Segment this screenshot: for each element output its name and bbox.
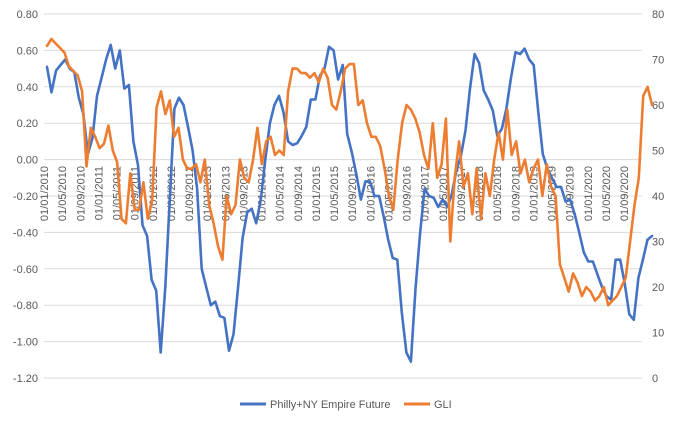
left-axis-tick-label: -1.20 — [13, 373, 38, 385]
x-axis-tick-label: 01/09/2020 — [619, 166, 631, 221]
left-axis-tick-label: 0.00 — [17, 155, 38, 167]
right-axis-tick-label: 60 — [652, 100, 664, 112]
x-axis-ticks: 01/01/2010 01/05/2010 01/09/2010 01/01/2011… — [39, 166, 631, 221]
right-axis-tick-label: 40 — [652, 191, 664, 203]
x-axis-tick-label: 01/01/2016 — [365, 166, 377, 221]
left-axis-tick-label: 0.40 — [17, 82, 38, 94]
left-axis-tick-label: -0.60 — [13, 264, 38, 276]
right-axis-tick-label: 20 — [652, 282, 664, 294]
x-axis-tick-label: 01/05/2015 — [329, 166, 341, 221]
x-axis-tick-label: 01/05/2010 — [57, 166, 69, 221]
x-axis-tick-label: 01/09/2010 — [75, 166, 87, 221]
x-axis-tick-label: 01/01/2010 — [39, 166, 51, 221]
x-axis-tick-label: 01/09/2012 — [184, 166, 196, 221]
left-axis-tick-label: -1.00 — [13, 337, 38, 349]
x-axis-tick-label: 01/05/2018 — [492, 166, 504, 221]
left-axis-tick-label: -0.80 — [13, 300, 38, 312]
legend: Philly+NY Empire Future GLI — [240, 399, 452, 411]
left-axis-tick-label: -0.20 — [13, 191, 38, 203]
left-axis-tick-label: 0.20 — [17, 118, 38, 130]
legend-label-philly-ny: Philly+NY Empire Future — [270, 399, 391, 411]
x-axis-tick-label: 01/01/2020 — [583, 166, 595, 221]
x-axis-tick-label: 01/05/2014 — [275, 166, 287, 221]
x-axis-tick-label: 01/09/2016 — [402, 166, 414, 221]
right-axis-tick-label: 70 — [652, 55, 664, 67]
left-axis-tick-label: -0.40 — [13, 227, 38, 239]
series-line-philly-ny-empire — [45, 43, 654, 363]
left-axis-tick-label: 0.80 — [17, 9, 38, 21]
x-axis-tick-label: 01/01/2015 — [311, 166, 323, 221]
x-axis-tick-label: 01/09/2018 — [510, 166, 522, 221]
left-axis-tick-label: 0.60 — [17, 45, 38, 57]
right-axis-tick-label: 50 — [652, 146, 664, 158]
right-axis-tick-label: 30 — [652, 237, 664, 249]
left-axis-ticks: 0.80 0.60 0.40 0.20 0.00 -0.20 -0.40 -0.60 -0.80… — [13, 9, 38, 385]
x-axis-tick-label: 01/09/2014 — [293, 166, 305, 221]
right-axis-tick-label: 80 — [652, 9, 664, 21]
right-axis-tick-label: 10 — [652, 328, 664, 340]
x-axis-tick-label: 01/01/2011 — [93, 166, 105, 220]
series-line-gli — [45, 37, 654, 307]
right-axis-ticks: 80 70 60 50 40 30 20 10 0 — [652, 9, 664, 385]
series-lines — [45, 37, 654, 363]
right-axis-tick-label: 0 — [652, 373, 658, 385]
legend-label-gli: GLI — [434, 399, 452, 411]
x-axis-tick-label: 01/05/2020 — [601, 166, 613, 221]
gridlines — [44, 13, 642, 379]
